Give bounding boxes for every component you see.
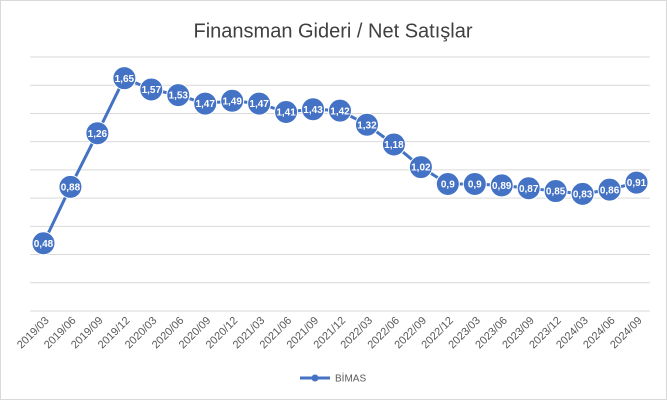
marker xyxy=(85,121,110,146)
data-label: 0,91 xyxy=(627,178,647,189)
marker xyxy=(516,176,541,201)
marker xyxy=(354,112,379,137)
marker xyxy=(58,174,83,199)
data-label: 1,26 xyxy=(88,129,108,140)
data-label: 0,85 xyxy=(546,187,566,198)
data-label: 1,65 xyxy=(115,74,135,85)
marker xyxy=(381,132,406,157)
marker xyxy=(301,97,326,122)
marker xyxy=(435,172,460,196)
legend-label: BİMAS xyxy=(335,372,366,385)
marker xyxy=(274,100,299,125)
marker xyxy=(247,91,272,116)
data-label: 1,32 xyxy=(357,120,377,131)
data-label: 1,47 xyxy=(249,99,269,110)
data-label: 1,43 xyxy=(303,105,323,116)
data-label: 1,42 xyxy=(330,106,350,117)
data-label: 0,88 xyxy=(61,182,81,193)
data-label: 1,57 xyxy=(142,85,162,96)
data-label: 1,18 xyxy=(384,140,404,151)
data-label: 0,89 xyxy=(492,181,512,192)
legend-marker xyxy=(311,374,319,382)
marker xyxy=(220,88,245,113)
marker xyxy=(408,155,433,180)
marker xyxy=(462,172,487,196)
chart-title: Finansman Gideri / Net Satışlar xyxy=(194,20,473,42)
marker xyxy=(489,173,514,198)
data-label: 0,83 xyxy=(573,190,593,201)
marker xyxy=(328,98,352,123)
marker xyxy=(570,181,595,206)
data-label: 1,02 xyxy=(411,163,431,174)
marker xyxy=(193,91,218,116)
marker xyxy=(597,177,622,202)
data-label: 1,47 xyxy=(195,99,215,110)
marker xyxy=(166,83,191,108)
marker xyxy=(543,179,568,204)
data-label: 1,53 xyxy=(169,91,189,102)
data-label: 0,9 xyxy=(441,180,455,191)
data-label: 1,41 xyxy=(276,108,296,119)
data-label: 1,49 xyxy=(222,96,242,107)
data-label: 0,87 xyxy=(519,184,539,195)
marker xyxy=(624,170,649,195)
marker xyxy=(139,77,164,102)
marker xyxy=(31,231,56,256)
data-label: 0,9 xyxy=(468,180,482,191)
data-label: 0,86 xyxy=(600,185,620,196)
data-label: 0,48 xyxy=(34,239,54,250)
marker xyxy=(112,66,137,91)
